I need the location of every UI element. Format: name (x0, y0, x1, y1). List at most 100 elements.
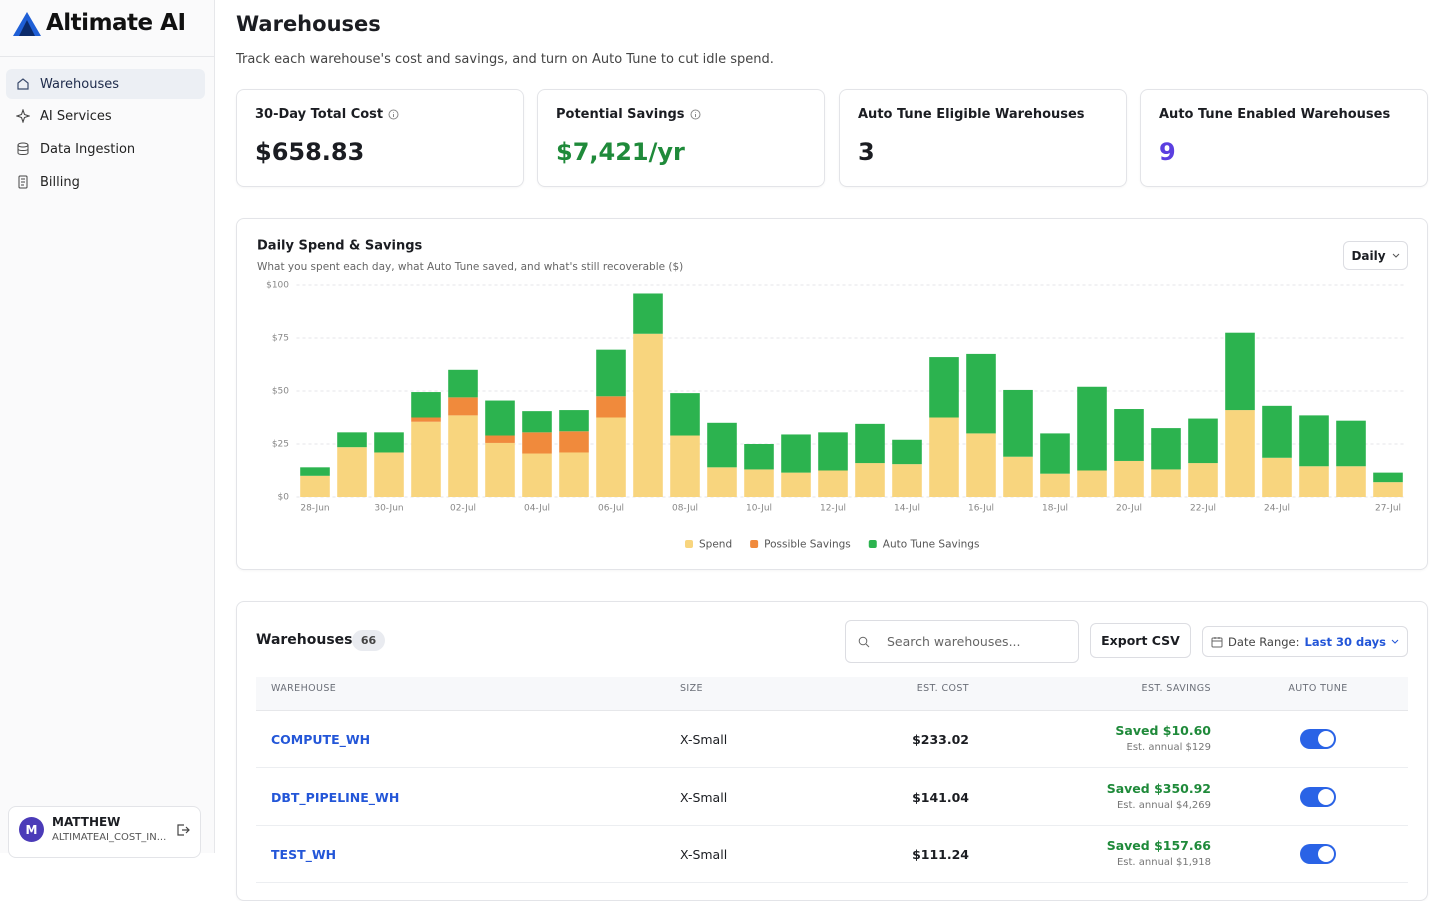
warehouse-name[interactable]: COMPUTE_WH (271, 732, 371, 747)
bar-segment (1373, 472, 1403, 483)
bar-segment (522, 411, 552, 433)
est-cost: $111.24 (912, 847, 969, 862)
bar-segment (818, 432, 848, 471)
dropdown-label: Daily (1351, 248, 1386, 263)
bar-segment (485, 400, 515, 436)
info-icon[interactable] (388, 109, 399, 120)
bar-segment (707, 422, 737, 468)
kpi-value: 3 (858, 138, 875, 166)
x-tick-label: 12-Jul (820, 504, 846, 514)
x-tick-label: 30-Jun (374, 504, 403, 514)
button-label: Export CSV (1101, 633, 1180, 648)
nav-item[interactable]: AI Services (6, 101, 205, 131)
kpi-label: Auto Tune Enabled Warehouses (1159, 107, 1391, 122)
y-tick-label: $0 (278, 493, 290, 503)
bar-segment (559, 431, 589, 453)
bar-segment (1262, 405, 1292, 458)
bar-segment (485, 435, 515, 443)
bar-segment (596, 349, 626, 397)
auto-tune-toggle[interactable] (1300, 786, 1336, 807)
bar-segment (892, 439, 922, 465)
icon (18, 175, 28, 189)
date-label: Date Range: (1228, 634, 1300, 649)
warehouse-size: X-Small (680, 847, 728, 862)
bar-segment (633, 333, 663, 497)
bar-segment (744, 469, 774, 497)
bar-segment (485, 442, 515, 497)
warehouse-name[interactable]: TEST_WH (271, 847, 337, 862)
x-tick-label: 28-Jun (300, 504, 329, 514)
x-tick-label: 18-Jul (1042, 504, 1068, 514)
chevron (1392, 253, 1399, 258)
x-tick-label: 27-Jul (1375, 504, 1401, 514)
legend-label: Auto Tune Savings (883, 539, 980, 551)
x-tick-label: 08-Jul (672, 504, 698, 514)
nav-item[interactable]: Data Ingestion (6, 134, 205, 164)
nav-item[interactable]: Billing (6, 167, 205, 197)
divider (0, 56, 214, 57)
date-value: Last 30 days (1304, 634, 1386, 649)
table-title: Warehouses (256, 632, 353, 648)
column-header: AUTO TUNE (1288, 683, 1348, 694)
est-saved: Saved $350.92 (1106, 780, 1211, 796)
info-icon[interactable] (690, 109, 701, 120)
bar-segment (596, 417, 626, 497)
bar-segment (374, 432, 404, 453)
logout-icon[interactable] (176, 823, 190, 837)
auto-tune-toggle[interactable] (1300, 729, 1336, 749)
auto-tune-toggle[interactable] (1300, 844, 1336, 864)
bar-segment (1114, 409, 1144, 461)
warehouse-name[interactable]: DBT_PIPELINE_WH (271, 789, 400, 805)
search-box[interactable]: Search warehouses... (845, 620, 1079, 663)
table-row: TEST_WH X-Small $111.24 Saved $157.66 Est. a… (256, 826, 1408, 883)
x-tick-label: 16-Jul (968, 504, 994, 514)
bar-segment (1262, 457, 1292, 497)
bar-segment (818, 470, 848, 497)
bar-segment (374, 452, 404, 497)
export-button[interactable]: Export CSV (1090, 623, 1191, 658)
x-tick-label: 20-Jul (1116, 504, 1142, 514)
toggle-knob (1318, 846, 1334, 862)
bar-segment (633, 293, 663, 334)
nav-label: AI Services (40, 108, 112, 124)
table-row: COMPUTE_WH X-Small $233.02 Saved $10.60 Est.… (256, 711, 1408, 768)
est-cost: $233.02 (912, 732, 969, 747)
bar-segment (670, 393, 700, 436)
bar-segment (448, 397, 478, 416)
nav-item[interactable]: Warehouses (6, 69, 205, 99)
column-header: WAREHOUSE (271, 683, 337, 694)
bar-segment (1225, 332, 1255, 411)
chart-card: Daily Spend & Savings What you spent eac… (236, 218, 1428, 570)
logo (13, 12, 41, 36)
date-range[interactable]: Date Range: Last 30 days (1202, 626, 1408, 657)
granularity-dropdown[interactable]: Daily (1343, 241, 1408, 270)
sidebar: Altimate AI Warehouses AI Services Data … (0, 0, 215, 858)
bar-segment (559, 410, 589, 432)
bar-segment (1077, 470, 1107, 497)
bar-segment (1373, 482, 1403, 497)
bar-segment (1188, 463, 1218, 497)
bar-segment (300, 475, 330, 497)
est-saved: Saved $10.60 (1115, 723, 1211, 738)
est-saved: Saved $157.66 (1106, 838, 1211, 853)
bar-segment (337, 432, 367, 448)
icon (17, 78, 29, 90)
bar-segment (1003, 456, 1033, 497)
kpi-value: $658.83 (255, 138, 365, 166)
est-annual: Est. annual $1,918 (1116, 857, 1211, 868)
bar-segment (1336, 420, 1366, 467)
x-tick-label: 24-Jul (1264, 504, 1290, 514)
chart-subtitle: What you spent each day, what Auto Tune … (257, 261, 683, 273)
bar-segment (1040, 433, 1070, 474)
search-placeholder: Search warehouses... (887, 634, 1021, 649)
user-card[interactable]: M MATTHEW ALTIMATEAI_COST_IN... (8, 806, 201, 858)
bar-segment (1299, 466, 1329, 497)
bar-segment (670, 435, 700, 497)
legend-label: Spend (699, 539, 732, 551)
bar-segment (966, 353, 996, 434)
page-subtitle: Track each warehouse's cost and savings,… (236, 52, 774, 67)
nav-label: Warehouses (40, 76, 120, 92)
chart-title: Daily Spend & Savings (257, 239, 423, 254)
toggle-knob (1318, 731, 1334, 747)
